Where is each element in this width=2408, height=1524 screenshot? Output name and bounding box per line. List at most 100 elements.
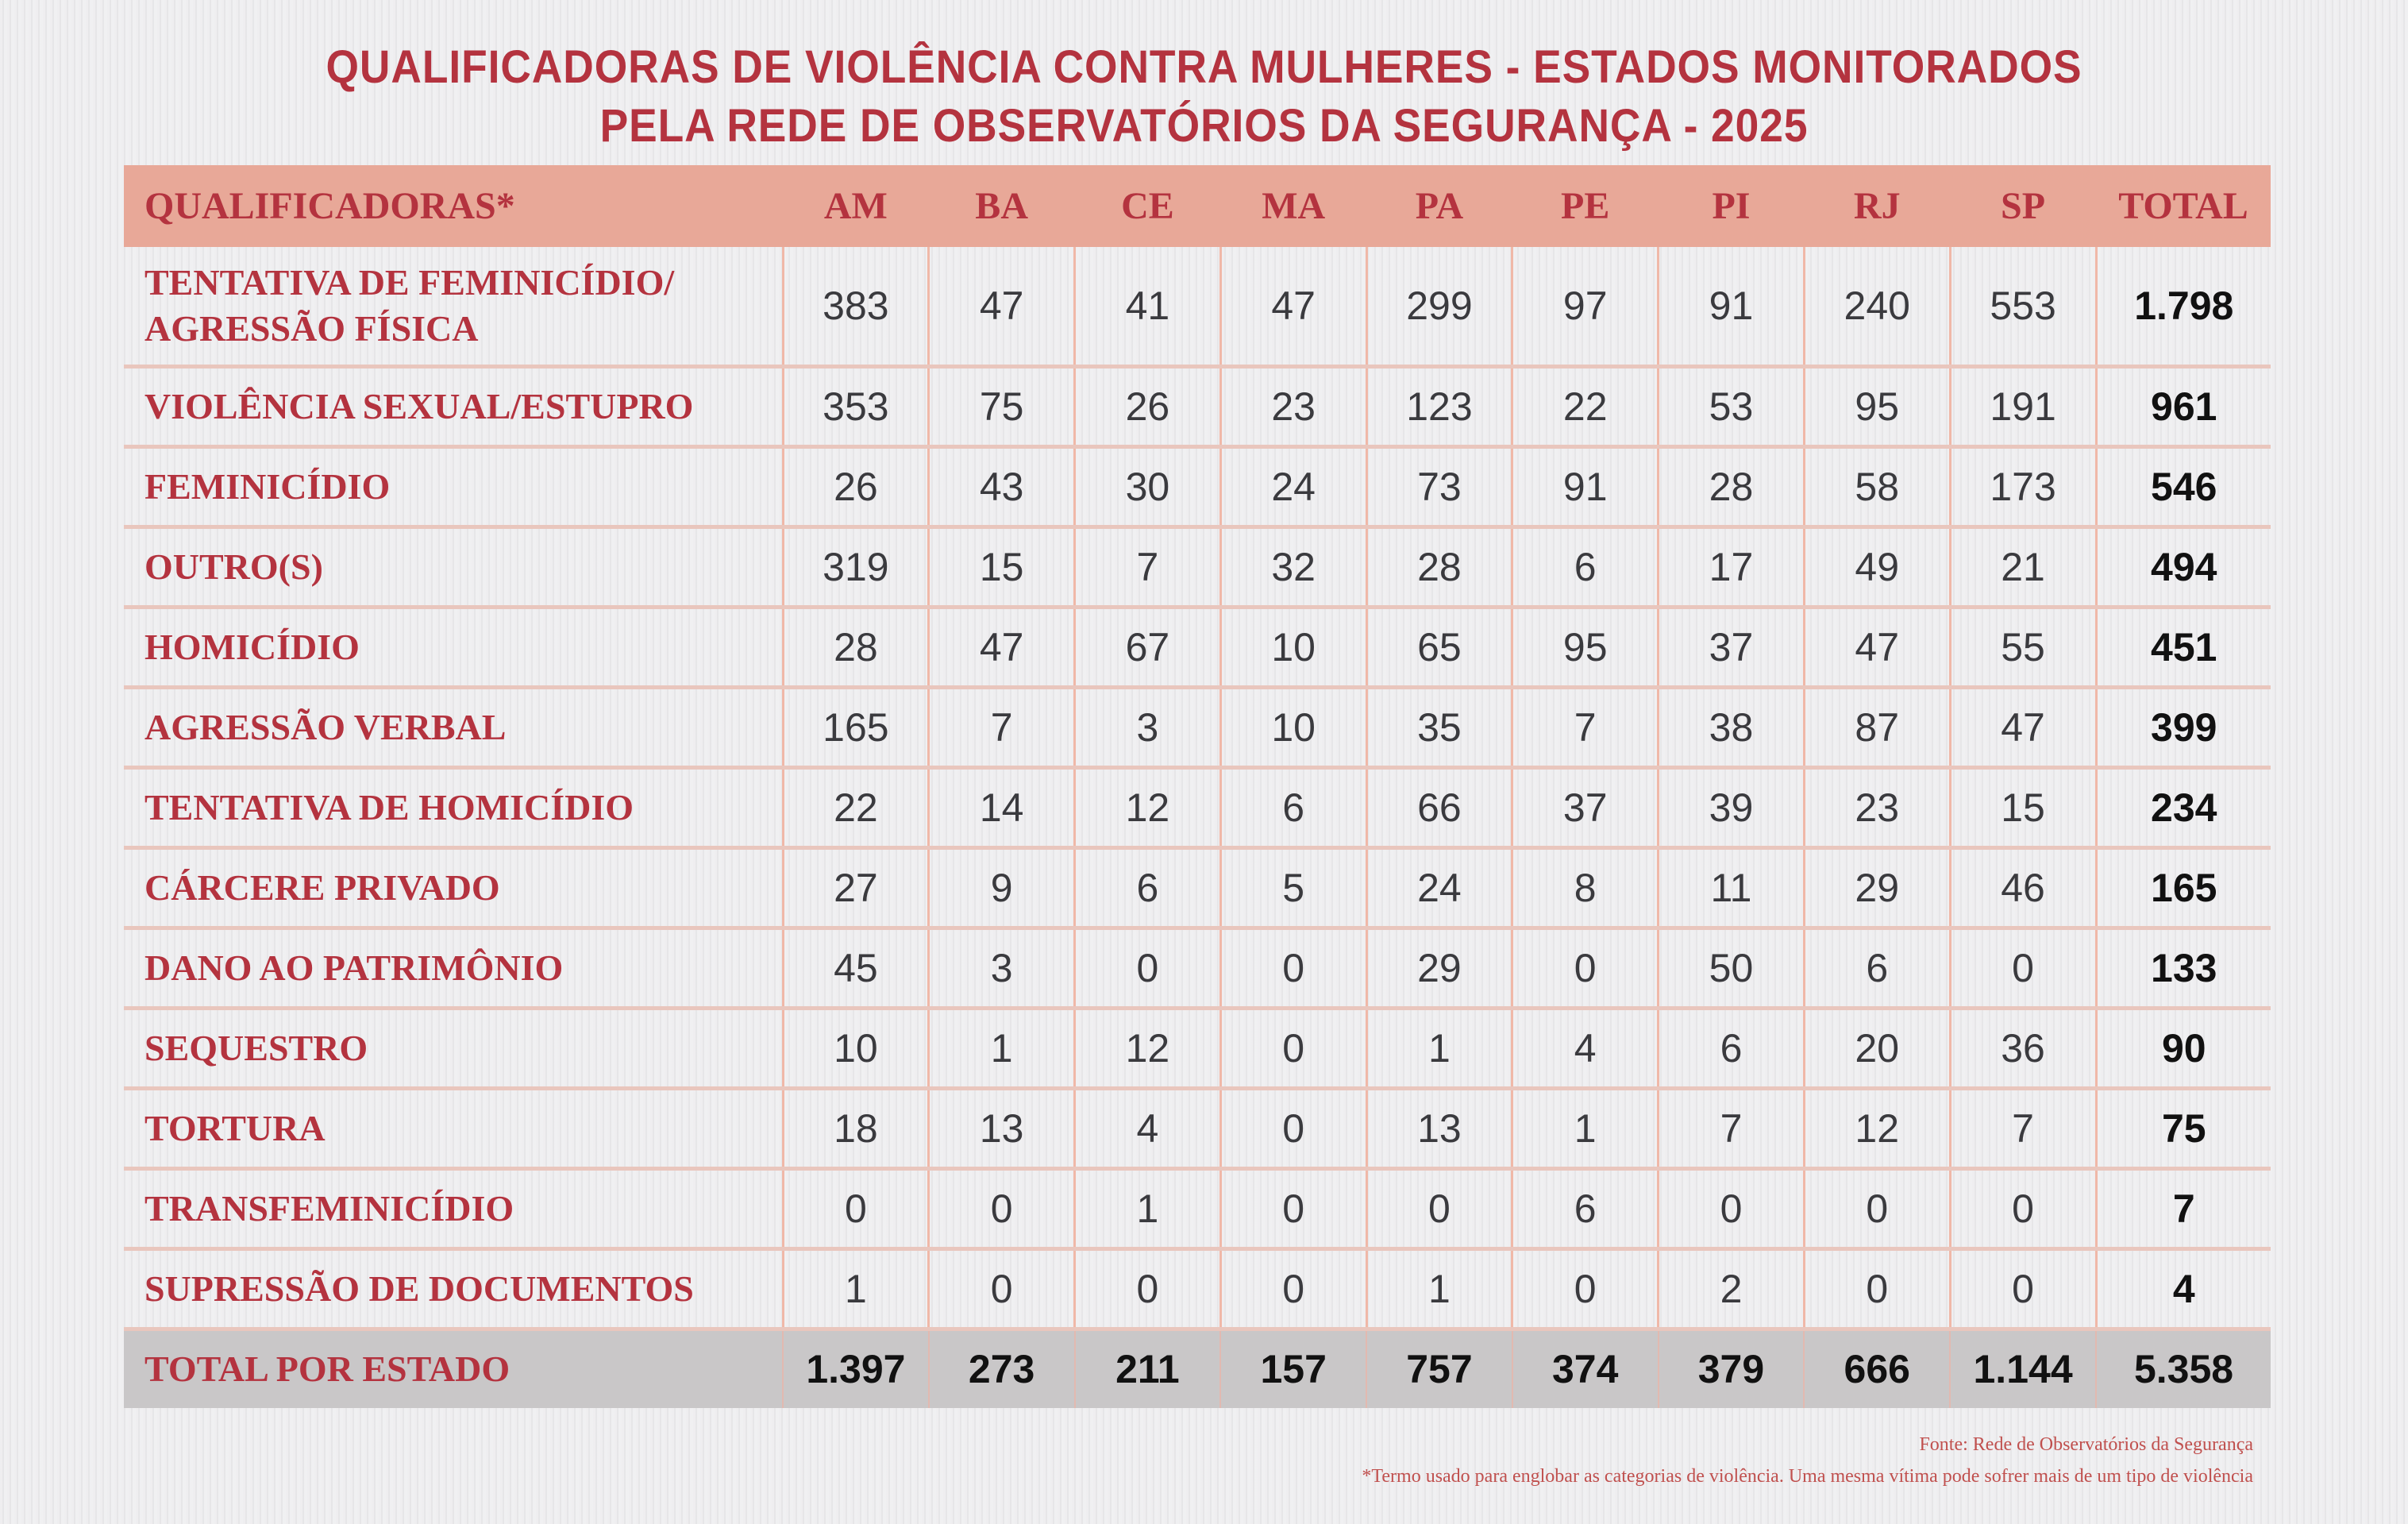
cell-total: 234 <box>2094 767 2271 847</box>
total-cell-pe: 374 <box>1511 1329 1659 1408</box>
header-am: AM <box>823 185 888 227</box>
cell-ba: 14 <box>927 767 1075 847</box>
table-body: TENTATIVA DE FEMINICÍDIO/ AGRESSÃO FÍSIC… <box>124 247 2271 1329</box>
cell-pe: 6 <box>1511 527 1659 607</box>
cell-total: 75 <box>2094 1088 2271 1168</box>
cell-pa: 1 <box>1365 1248 1512 1329</box>
cell-am: 353 <box>781 366 929 446</box>
cell-rj: 87 <box>1802 687 1951 767</box>
cell-ma: 10 <box>1219 687 1367 767</box>
total-cell-am: 1.397 <box>782 1329 929 1408</box>
data-table: QUALIFICADORAS* AM BA CE MA PA PE PI RJ SP TOTAL T… <box>124 165 2271 1408</box>
cell-pi: 53 <box>1657 366 1805 446</box>
header-ma: MA <box>1262 185 1326 227</box>
total-cell-ba: 273 <box>927 1329 1075 1408</box>
cell-pa: 13 <box>1365 1088 1512 1168</box>
cell-total: 961 <box>2094 366 2271 446</box>
cell-ba: 13 <box>927 1088 1075 1168</box>
cell-ce: 26 <box>1073 366 1221 446</box>
footnote: *Termo usado para englobar as categorias… <box>1362 1466 2253 1487</box>
cell-rj: 6 <box>1802 928 1951 1008</box>
cell-pi: 28 <box>1657 446 1805 527</box>
cell-pe: 1 <box>1511 1088 1659 1168</box>
cell-am: 0 <box>781 1168 929 1248</box>
total-row-label: TOTAL POR ESTADO <box>144 1348 510 1390</box>
row-label: FEMINICÍDIO <box>144 465 391 507</box>
total-cell-rj: 666 <box>1803 1329 1951 1408</box>
cell-pe: 6 <box>1511 1168 1659 1248</box>
cell-ba: 1 <box>927 1008 1075 1088</box>
cell-rj: 49 <box>1802 527 1951 607</box>
cell-ma: 0 <box>1219 1248 1367 1329</box>
cell-pa: 66 <box>1365 767 1512 847</box>
cell-ba: 47 <box>927 247 1075 366</box>
cell-ma: 10 <box>1219 607 1367 687</box>
cell-pi: 50 <box>1657 928 1805 1008</box>
cell-sp: 0 <box>1948 1168 2096 1248</box>
header-ce: CE <box>1121 185 1174 227</box>
cell-am: 22 <box>781 767 929 847</box>
cell-am: 28 <box>781 607 929 687</box>
cell-ce: 67 <box>1073 607 1221 687</box>
cell-am: 26 <box>781 446 929 527</box>
cell-pe: 8 <box>1511 847 1659 928</box>
cell-ma: 24 <box>1219 446 1367 527</box>
total-cell-pi: 379 <box>1657 1329 1805 1408</box>
cell-ce: 0 <box>1073 928 1221 1008</box>
total-cell-ce: 211 <box>1073 1329 1221 1408</box>
cell-total: 165 <box>2094 847 2271 928</box>
cell-total: 494 <box>2094 527 2271 607</box>
table-row: TENTATIVA DE HOMICÍDIO 22 14 12 6 66 37 39 23 15 2… <box>124 767 2271 847</box>
row-label: HOMICÍDIO <box>144 626 360 667</box>
cell-pe: 4 <box>1511 1008 1659 1088</box>
header-pe: PE <box>1561 185 1610 227</box>
cell-ce: 1 <box>1073 1168 1221 1248</box>
cell-total: 451 <box>2094 607 2271 687</box>
cell-am: 383 <box>781 247 929 366</box>
row-label: OUTRO(S) <box>144 546 323 587</box>
cell-pa: 65 <box>1365 607 1512 687</box>
row-label: TRANSFEMINICÍDIO <box>144 1187 514 1229</box>
cell-ce: 4 <box>1073 1088 1221 1168</box>
cell-ma: 23 <box>1219 366 1367 446</box>
table-row: TRANSFEMINICÍDIO 0 0 1 0 0 6 0 0 0 7 <box>124 1168 2271 1248</box>
cell-pi: 7 <box>1657 1088 1805 1168</box>
cell-ma: 0 <box>1219 1168 1367 1248</box>
row-label: SUPRESSÃO DE DOCUMENTOS <box>144 1267 694 1309</box>
cell-sp: 7 <box>1948 1088 2096 1168</box>
table-row: OUTRO(S) 319 15 7 32 28 6 17 49 21 494 <box>124 527 2271 607</box>
cell-ba: 15 <box>927 527 1075 607</box>
cell-am: 45 <box>781 928 929 1008</box>
cell-total: 90 <box>2094 1008 2271 1088</box>
cell-ba: 43 <box>927 446 1075 527</box>
cell-pi: 39 <box>1657 767 1805 847</box>
cell-rj: 0 <box>1802 1248 1951 1329</box>
cell-rj: 95 <box>1802 366 1951 446</box>
cell-am: 319 <box>781 527 929 607</box>
cell-pa: 29 <box>1365 928 1512 1008</box>
table-row: SEQUESTRO 10 1 12 0 1 4 6 20 36 90 <box>124 1008 2271 1088</box>
cell-sp: 553 <box>1948 247 2096 366</box>
header-ba: BA <box>975 185 1028 227</box>
cell-ba: 3 <box>927 928 1075 1008</box>
cell-ce: 12 <box>1073 767 1221 847</box>
total-cell-pa: 757 <box>1366 1329 1512 1408</box>
cell-pe: 95 <box>1511 607 1659 687</box>
header-row: QUALIFICADORAS* AM BA CE MA PA PE PI RJ SP TOTAL <box>124 165 2271 247</box>
cell-total: 546 <box>2094 446 2271 527</box>
table-row: TORTURA 18 13 4 0 13 1 7 12 7 75 <box>124 1088 2271 1168</box>
cell-sp: 0 <box>1948 928 2096 1008</box>
cell-pa: 35 <box>1365 687 1512 767</box>
cell-total: 4 <box>2094 1248 2271 1329</box>
cell-pe: 7 <box>1511 687 1659 767</box>
table-row: FEMINICÍDIO 26 43 30 24 73 91 28 58 173 546 <box>124 446 2271 527</box>
cell-ba: 0 <box>927 1168 1075 1248</box>
total-row: TOTAL POR ESTADO 1.397 273 211 157 757 374 379 6… <box>124 1329 2271 1408</box>
cell-ma: 47 <box>1219 247 1367 366</box>
cell-ma: 0 <box>1219 1088 1367 1168</box>
table-row: VIOLÊNCIA SEXUAL/ESTUPRO 353 75 26 23 123 22 53… <box>124 366 2271 446</box>
cell-rj: 20 <box>1802 1008 1951 1088</box>
cell-ba: 47 <box>927 607 1075 687</box>
cell-total: 399 <box>2094 687 2271 767</box>
cell-sp: 55 <box>1948 607 2096 687</box>
